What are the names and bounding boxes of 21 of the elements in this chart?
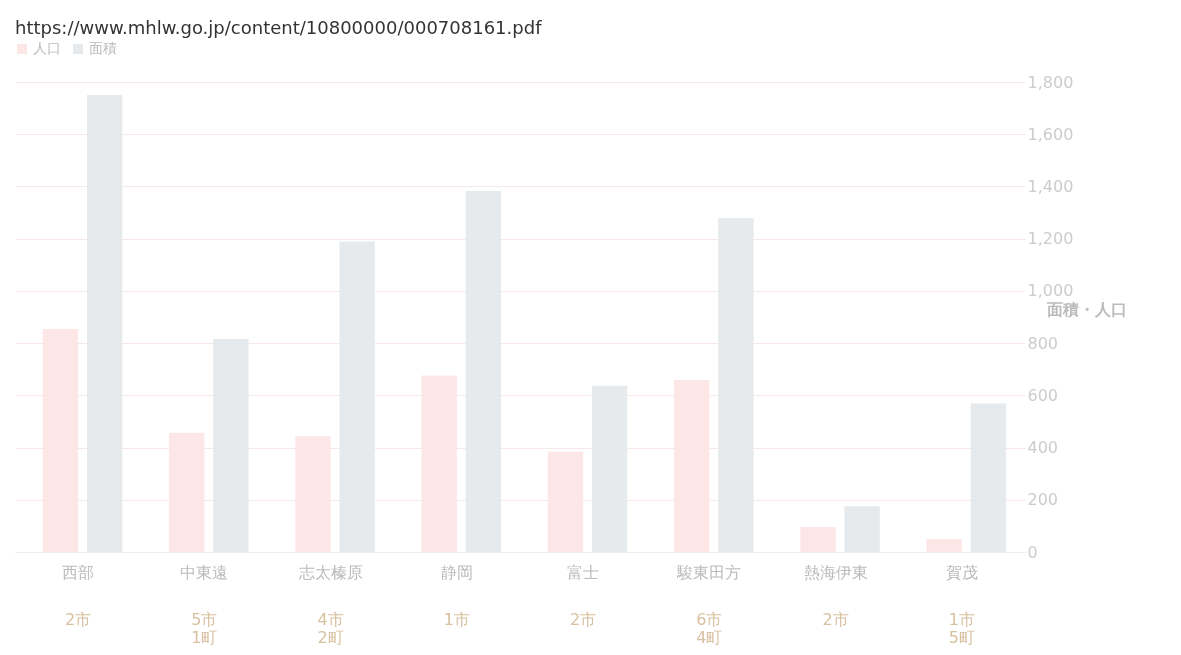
x-tick-label: 駿東田方 [676,562,742,582]
text: 5市 1町 [191,610,218,647]
text: https://www.mhlw.go.jp/content/10800000/000708161.pdf [15,17,543,38]
text: 2市 [65,610,92,629]
text: 6市 4町 [696,610,723,647]
bar [926,538,962,552]
x-tick-label: 志太榛原 [298,562,363,582]
text: 1市 5町 [948,610,975,647]
text: 1市 [443,610,470,629]
x-tick-label: 熱海伊東 [803,562,868,582]
text: 2市 [570,610,597,629]
bar [800,526,836,552]
x-tick-label: 西部 [62,562,95,582]
x-tick-label: 中東遠 [180,562,229,582]
x-tick-label: 静岡 [440,562,473,582]
text: 2市 [822,610,849,629]
legend-label: 面積 [89,40,117,56]
y-axis-title: 面積・人口 [1046,299,1128,319]
x-tick-label: 富士 [567,562,600,582]
x-tick-label: 賀茂 [945,562,978,582]
text: 4市 2町 [317,610,344,647]
